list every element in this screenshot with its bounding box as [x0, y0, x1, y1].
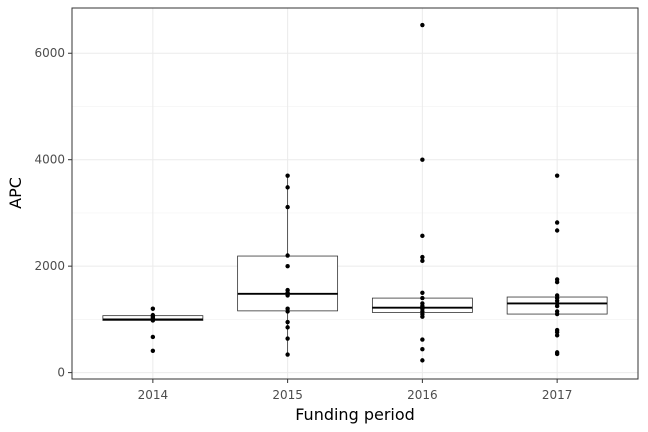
box-series [102, 22, 608, 363]
x-axis-title: Funding period [295, 405, 415, 424]
data-point [420, 258, 425, 264]
y-tick-label: 0 [57, 366, 65, 380]
data-point [554, 228, 560, 233]
data-point [420, 358, 425, 363]
data-point [285, 185, 290, 190]
data-point [420, 301, 425, 306]
x-tick-label: 2015 [272, 388, 303, 402]
data-point [150, 334, 156, 340]
y-tick-label: 2000 [34, 259, 65, 273]
data-point [554, 350, 560, 355]
data-point [285, 287, 290, 293]
data-point [554, 173, 560, 178]
x-tick-label: 2014 [138, 388, 169, 402]
box-2014 [102, 306, 204, 353]
data-point [554, 277, 560, 282]
plot-panel [72, 8, 638, 379]
y-tick-label: 6000 [34, 46, 65, 60]
data-point [150, 348, 156, 353]
x-axis: 2014 2015 2016 2017 [138, 379, 573, 402]
box-2015 [237, 173, 339, 357]
data-point [285, 253, 290, 258]
data-point [150, 306, 156, 311]
data-point [420, 295, 425, 301]
data-point [554, 220, 560, 225]
data-point [285, 336, 290, 341]
data-point [285, 173, 290, 178]
data-point [554, 327, 560, 333]
box-2017 [506, 173, 608, 357]
x-tick-label: 2016 [407, 388, 438, 402]
data-point [420, 22, 425, 28]
data-point [285, 319, 290, 325]
y-axis: 0 2000 4000 6000 [34, 46, 72, 380]
data-point [420, 290, 425, 295]
data-point [285, 352, 290, 357]
data-point [285, 204, 290, 210]
data-point [285, 325, 290, 330]
x-tick-label: 2017 [542, 388, 573, 402]
data-point [420, 254, 425, 260]
panel-border [71, 7, 639, 380]
panel-background [72, 8, 638, 379]
data-point [420, 233, 425, 239]
y-tick-label: 4000 [34, 153, 65, 167]
data-point [554, 293, 560, 298]
data-point [285, 306, 290, 311]
data-point [285, 263, 290, 269]
data-point [554, 333, 560, 338]
data-point [420, 346, 425, 352]
box-2016 [371, 22, 473, 363]
data-point [420, 337, 425, 342]
data-point [420, 157, 425, 162]
y-axis-title: APC [6, 177, 25, 209]
data-point [554, 309, 560, 314]
data-point [150, 312, 156, 318]
